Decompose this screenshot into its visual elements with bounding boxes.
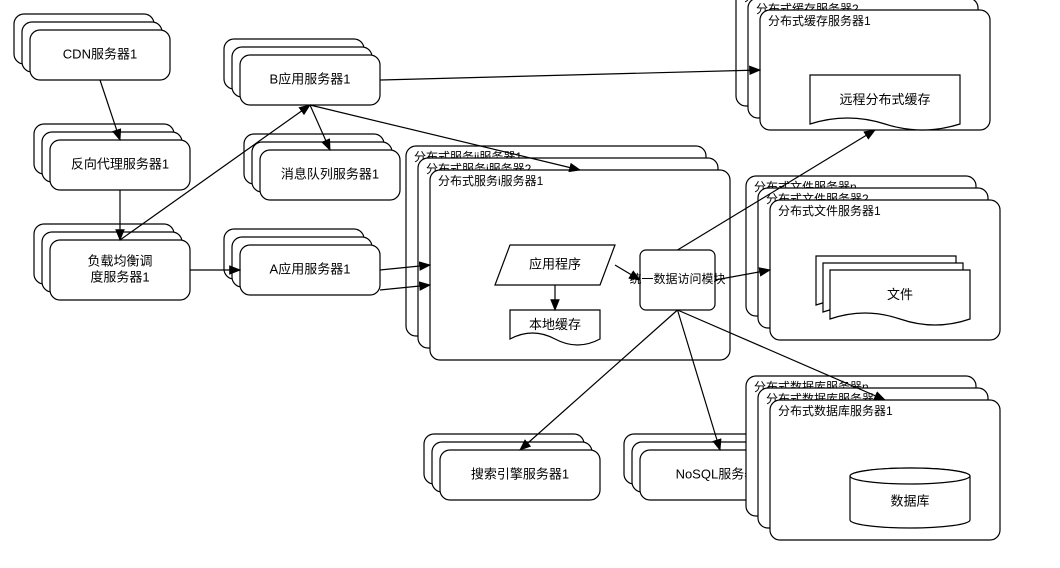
svg-text:CDN服务器1: CDN服务器1 (63, 46, 137, 61)
svg-text:分布式文件服务器1: 分布式文件服务器1 (778, 203, 881, 218)
svg-text:应用程序: 应用程序 (529, 256, 581, 271)
svg-text:消息队列服务器1: 消息队列服务器1 (281, 166, 379, 181)
svg-text:B应用服务器1: B应用服务器1 (270, 71, 351, 86)
svg-text:分布式服务i服务器1: 分布式服务i服务器1 (438, 173, 544, 188)
svg-text:统一数据访问模块: 统一数据访问模块 (629, 271, 725, 286)
svg-text:文件: 文件 (887, 287, 913, 302)
svg-text:本地缓存: 本地缓存 (529, 317, 581, 332)
svg-text:分布式数据库服务器1: 分布式数据库服务器1 (778, 403, 893, 418)
svg-text:数据库: 数据库 (890, 493, 929, 508)
svg-text:负载均衡调: 负载均衡调 (87, 253, 152, 268)
svg-text:搜索引擎服务器1: 搜索引擎服务器1 (471, 466, 569, 481)
svg-text:反向代理服务器1: 反向代理服务器1 (71, 156, 169, 171)
svg-text:度服务器1: 度服务器1 (90, 269, 149, 284)
svg-text:A应用服务器1: A应用服务器1 (270, 261, 351, 276)
svg-text:远程分布式缓存: 远程分布式缓存 (839, 92, 930, 107)
svg-text:分布式缓存服务器1: 分布式缓存服务器1 (768, 13, 871, 28)
